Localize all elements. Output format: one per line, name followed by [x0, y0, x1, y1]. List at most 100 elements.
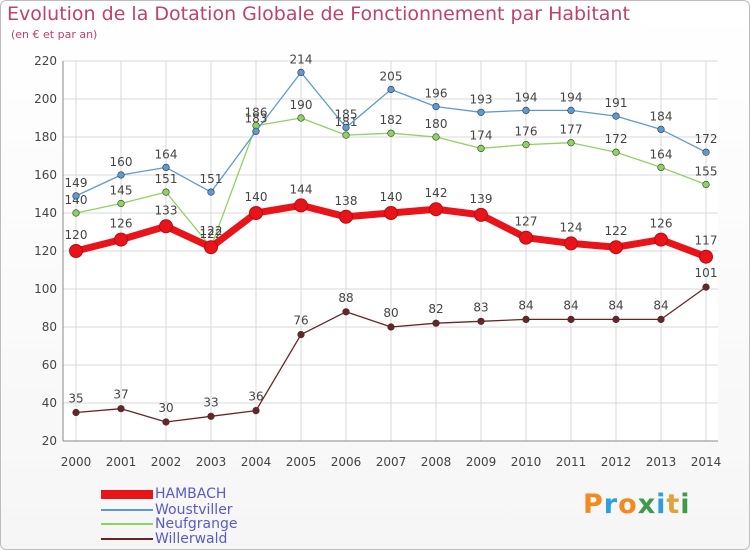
x-tick-label: 2013: [646, 455, 677, 469]
data-label: 149: [65, 176, 88, 190]
data-label: 84: [653, 298, 668, 312]
data-label: 151: [155, 172, 178, 186]
x-tick-label: 2004: [241, 455, 272, 469]
data-label: 76: [293, 314, 308, 328]
data-point: [522, 315, 530, 324]
data-label: 176: [515, 125, 538, 139]
data-point: [117, 199, 125, 208]
legend-label-woustviller: Woustviller: [155, 502, 233, 518]
y-tick-label: 40: [42, 396, 57, 410]
data-point: [612, 315, 620, 324]
data-label: 80: [383, 306, 398, 320]
data-label: 194: [515, 90, 538, 104]
data-label: 33: [203, 395, 218, 409]
data-label: 84: [608, 298, 623, 312]
data-point: [567, 139, 575, 147]
x-tick-label: 2012: [601, 455, 632, 469]
data-label: 139: [470, 192, 493, 206]
data-point: [699, 249, 713, 264]
data-point: [657, 163, 665, 171]
legend-swatch-woustviller: [101, 509, 153, 511]
data-point: [114, 232, 128, 247]
data-point: [567, 106, 575, 114]
data-point: [519, 230, 533, 245]
data-label: 140: [245, 190, 268, 204]
data-point: [702, 180, 710, 189]
legend-label-willerwald: Willerwald: [155, 531, 228, 547]
data-label: 126: [650, 217, 673, 231]
data-point: [297, 114, 305, 122]
x-tick-label: 2014: [691, 455, 722, 469]
data-point: [432, 133, 440, 141]
data-label: 214: [290, 52, 313, 66]
data-label: 117: [695, 234, 718, 248]
legend-swatch-neufgrange: [101, 523, 153, 525]
legend-label-neufgrange: Neufgrange: [155, 516, 238, 532]
data-point: [477, 317, 485, 325]
data-point: [522, 106, 530, 114]
data-point: [162, 188, 170, 196]
proxiti-logo: Proxiti: [583, 489, 691, 520]
data-label: 172: [605, 132, 628, 146]
data-label: 196: [425, 87, 448, 101]
data-label: 151: [200, 172, 223, 186]
data-label: 155: [695, 165, 718, 179]
legend-swatch-hambach: [101, 489, 153, 499]
data-point: [342, 131, 350, 139]
legend-swatch-willerwald: [101, 538, 153, 540]
data-point: [204, 240, 218, 255]
data-label: 140: [380, 190, 403, 204]
data-label: 174: [470, 128, 493, 142]
data-point: [252, 127, 260, 135]
data-label: 127: [515, 215, 538, 229]
data-label: 124: [560, 220, 583, 234]
data-point: [702, 283, 710, 291]
data-label: 35: [68, 392, 83, 406]
data-point: [159, 219, 173, 234]
data-point: [432, 102, 440, 111]
data-label: 182: [380, 113, 403, 127]
x-tick-label: 2005: [286, 455, 317, 469]
data-label: 140: [65, 193, 88, 207]
data-point: [612, 148, 620, 156]
x-tick-label: 2008: [421, 455, 452, 469]
x-tick-label: 2011: [556, 455, 587, 469]
data-label: 133: [155, 203, 178, 217]
data-point: [432, 319, 440, 327]
series-hambach: 120 126 133 122 140 144 138 140 142 139 127 124 122 1…: [65, 182, 718, 264]
y-tick-label: 220: [34, 54, 57, 68]
data-label: 190: [290, 98, 313, 112]
data-point: [117, 405, 125, 413]
data-label: 30: [158, 401, 173, 415]
data-point: [69, 244, 83, 258]
data-label: 177: [560, 123, 583, 137]
legend-item-hambach: HAMBACH: [101, 486, 226, 502]
data-label: 84: [518, 298, 533, 312]
data-point: [339, 209, 353, 224]
data-point: [72, 192, 80, 200]
y-tick-label: 80: [42, 320, 57, 334]
data-point: [657, 125, 665, 133]
legend-item-woustviller: Woustviller: [101, 502, 233, 518]
data-point: [522, 141, 530, 149]
series-willerwald: 35 37 30 33 36 76 88 80 82 83 84 84 84 84 101: [68, 266, 717, 426]
data-label: 184: [650, 109, 673, 123]
data-point: [477, 108, 485, 116]
x-tick-label: 2002: [151, 455, 182, 469]
legend-item-neufgrange: Neufgrange: [101, 516, 237, 532]
data-label: 194: [560, 90, 583, 104]
data-label: 37: [113, 388, 128, 402]
data-point: [657, 315, 665, 324]
data-point: [342, 308, 350, 316]
legend-item-willerwald: Willerwald: [101, 531, 227, 547]
data-point: [612, 112, 620, 120]
x-tick-label: 2007: [376, 455, 407, 469]
x-tick-label: 2003: [196, 455, 227, 469]
data-point: [387, 85, 395, 94]
series-woustviller: 149 160 164 151 183 214 185 205 196 193 194 194 191 1…: [65, 52, 717, 200]
data-point: [342, 123, 350, 132]
data-point: [249, 206, 263, 220]
data-point: [474, 207, 488, 222]
data-point: [297, 68, 305, 76]
data-label: 193: [470, 92, 493, 106]
